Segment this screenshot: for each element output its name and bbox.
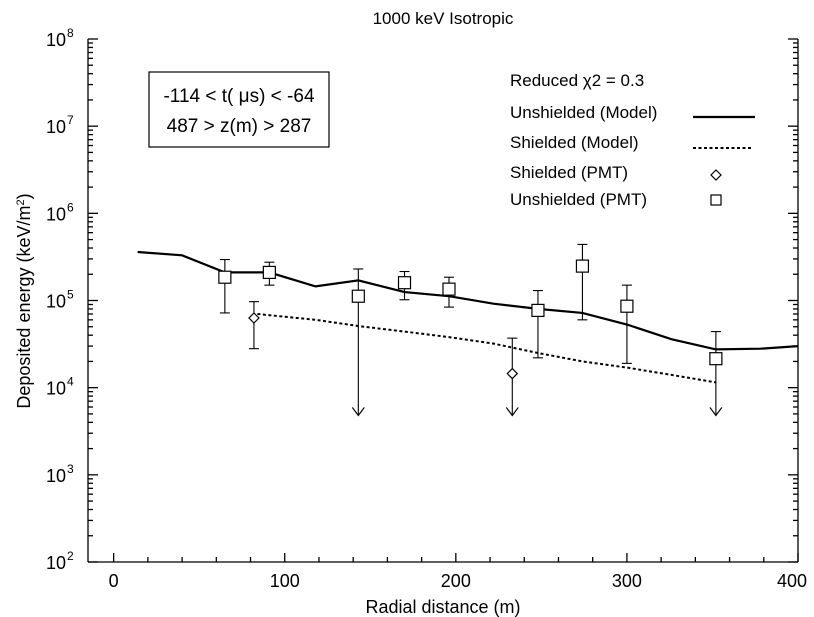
y-tick-label: 10 [46,553,66,573]
annotation-frame [148,71,330,148]
legend-swatch-square [710,194,722,206]
series-0 [137,250,799,351]
x-tick-label: 400 [777,571,807,591]
shielded-model-line [257,313,717,384]
series-layer [137,243,799,417]
annotation-box: -114 < t( μs) < -64 487 > z(m) > 287 [148,71,330,148]
series-1 [257,313,717,384]
chart-title: 1000 keV Isotropic [373,9,514,28]
unshielded-pmt-point [351,289,365,303]
unshielded-pmt-point [575,259,590,273]
x-axis-label: Radial distance (m) [365,597,520,617]
y-tick-exponent: 8 [67,26,74,40]
upper-limit-arrow [709,407,723,417]
annotation-depth-range: 487 > z(m) > 287 [167,116,312,137]
y-tick-exponent: 6 [67,200,74,214]
unshielded-pmt-point [442,282,456,296]
unshielded-pmt-point [262,265,276,280]
upper-limit-arrow [505,407,519,417]
legend-label-unshielded-pmt: Unshielded (PMT) [510,190,647,209]
legend-swatch-diamond [710,169,722,181]
x-tick-label: 0 [109,571,119,591]
legend-label-shielded-pmt: Shielded (PMT) [510,163,628,182]
x-tick-label: 300 [612,571,642,591]
unshielded-pmt-point [218,270,232,284]
y-tick-label: 10 [46,466,66,486]
y-tick-exponent: 4 [67,375,74,389]
x-tick-label: 100 [270,571,300,591]
y-axis-label-superscript: 2 [15,199,27,205]
shielded-pmt-point [506,367,519,380]
upper-limit-arrow [351,407,365,417]
legend-label-unshielded-model: Unshielded (Model) [510,103,657,122]
y-tick-exponent: 7 [67,113,74,127]
unshielded-pmt-point [709,352,723,366]
y-tick-exponent: 2 [67,549,74,563]
unshielded-pmt-point [531,303,545,317]
legend: Reduced χ2 = 0.3 Unshielded (Model) Shie… [510,71,755,209]
y-tick-label: 10 [46,117,66,137]
y-axis-label-main: Deposited energy (keV/m [14,206,34,409]
x-axis-ticks: 0 100 200 300 400 [109,553,807,591]
y-tick-exponent: 3 [67,462,74,476]
y-tick-label: 10 [46,204,66,224]
unshielded-pmt-point [620,299,634,313]
x-tick-label: 200 [441,571,471,591]
annotation-time-range: -114 < t( μs) < -64 [163,86,314,107]
shielded-pmt-point [248,312,260,324]
chi-square-text: Reduced χ2 = 0.3 [510,71,644,90]
y-tick-label: 10 [46,30,66,50]
unshielded-pmt-point [397,276,412,290]
y-axis-label-end: ) [14,193,34,199]
series-3 [218,243,723,417]
legend-swatches [693,115,755,206]
series-2 [248,301,519,417]
y-axis-label: Deposited energy (keV/m2) [14,193,34,408]
y-tick-label: 10 [46,292,66,312]
y-tick-label: 10 [46,379,66,399]
legend-label-shielded-model: Shielded (Model) [510,133,639,152]
unshielded-model-line [137,250,799,351]
y-tick-exponent: 5 [67,288,74,302]
